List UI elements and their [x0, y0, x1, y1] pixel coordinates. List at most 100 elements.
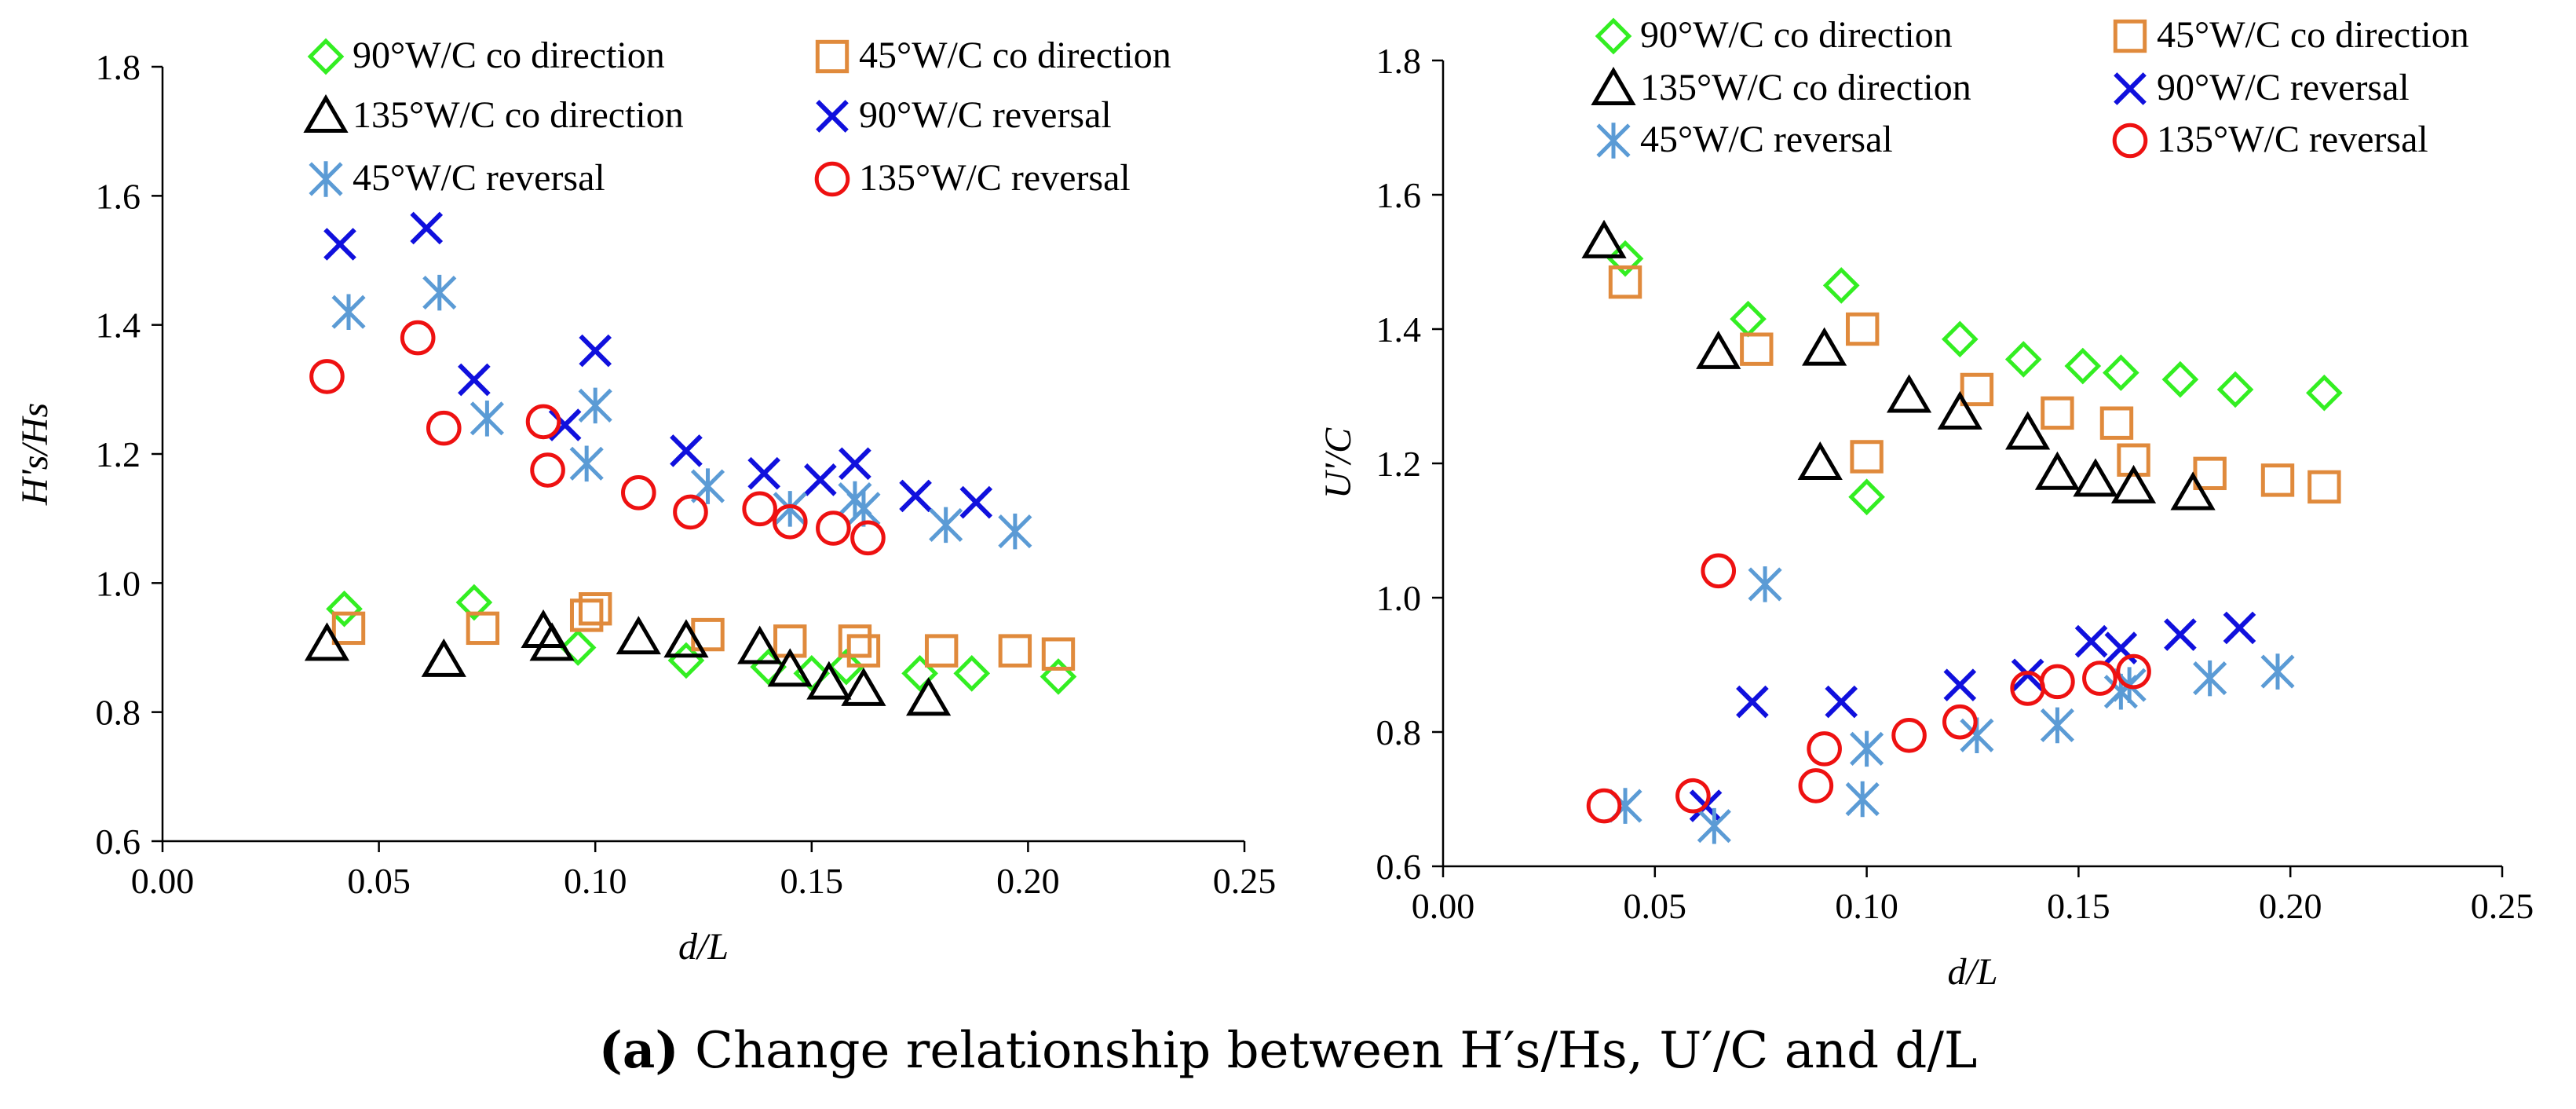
data-point: [2040, 707, 2074, 744]
data-point: [1736, 685, 1769, 719]
legend-label: 45°W/C co direction: [2157, 14, 2469, 56]
legend: 90°W/C co direction 45°W/C co direction 13…: [1591, 14, 2469, 160]
legend-item: 45°W/C reversal: [309, 157, 605, 199]
data-point: [1850, 730, 1884, 767]
data-point: [846, 634, 881, 668]
y-tick-label: 1.4: [1376, 309, 1422, 350]
data-point: [1040, 658, 1077, 695]
legend-item: 135°W/C co direction: [303, 93, 684, 136]
data-point: [400, 320, 436, 356]
data-point: [2041, 396, 2074, 430]
data-point: [1748, 566, 1782, 602]
data-point: [953, 655, 991, 692]
data-point: [559, 629, 597, 666]
data-point: [1581, 219, 1627, 258]
legend-marker: [1596, 123, 1631, 159]
data-point: [2117, 443, 2150, 477]
data-point: [458, 363, 491, 397]
legend-item: 90°W/C reversal: [816, 94, 1112, 136]
caption-label: (a): [598, 1021, 679, 1080]
y-tick-label: 1.8: [96, 47, 141, 87]
x-tick-label: 0.00: [1412, 886, 1475, 926]
legend-item: 90°W/C co direction: [307, 35, 665, 76]
data-point: [742, 491, 777, 527]
data-point: [737, 625, 783, 664]
y-tick-label: 0.8: [96, 693, 141, 733]
data-point: [309, 359, 345, 394]
data-point: [906, 677, 952, 716]
data-point: [2104, 631, 2138, 664]
x-tick-label: 0.00: [131, 861, 195, 901]
data-point: [2011, 658, 2044, 692]
y-tick-label: 1.0: [1376, 578, 1422, 618]
data-point: [747, 456, 780, 490]
x-tick-label: 0.25: [1213, 861, 1277, 901]
data-point: [2193, 456, 2227, 491]
data-point: [2040, 664, 2075, 700]
data-point: [1730, 300, 1767, 338]
data-point: [2099, 406, 2134, 440]
series-circle: [309, 320, 886, 556]
data-point: [2260, 463, 2295, 497]
data-point: [1845, 781, 1880, 818]
data-point: [410, 211, 444, 245]
data-point: [1848, 478, 1885, 516]
data-point: [767, 648, 813, 687]
data-point: [841, 667, 886, 706]
data-point: [1960, 372, 1994, 407]
y-tick-label: 1.6: [1376, 175, 1422, 215]
data-point: [1850, 440, 1884, 474]
data-point: [548, 408, 582, 441]
data-point: [616, 616, 661, 655]
series-square: [1608, 265, 2341, 504]
legend-marker: [1591, 66, 1636, 105]
data-point: [1041, 637, 1076, 671]
data-point: [663, 619, 709, 658]
data-point: [1807, 731, 1842, 767]
data-point: [2306, 374, 2343, 412]
data-point: [455, 584, 493, 621]
series-circle: [1586, 553, 2151, 824]
data-point: [998, 634, 1032, 668]
x-tick-label: 0.15: [2047, 886, 2110, 926]
data-point: [899, 479, 932, 513]
legend-marker: [2112, 123, 2148, 159]
legend-marker: [303, 93, 349, 133]
caption-text: Change relationship between H′s/Hs, U′/C…: [694, 1022, 1978, 1080]
data-point: [2004, 341, 2042, 378]
legend-item: 45°W/C co direction: [815, 35, 1171, 76]
y-tick-label: 0.6: [96, 822, 141, 862]
data-point: [850, 520, 886, 556]
series-triangle: [304, 609, 952, 716]
y-axis-label: U'/C: [1317, 427, 1359, 499]
legend-marker: [307, 38, 345, 75]
data-point: [924, 634, 959, 668]
data-point: [1606, 240, 1644, 277]
legend-item: 90°W/C reversal: [2114, 67, 2410, 108]
x-axis-label: d/L: [1947, 951, 1997, 993]
data-point: [2110, 464, 2157, 503]
data-point: [422, 274, 457, 311]
data-point: [2307, 470, 2341, 504]
data-point: [2260, 653, 2295, 690]
data-point: [1943, 668, 1977, 701]
legend-label: 135°W/C reversal: [859, 157, 1131, 199]
x-tick-label: 0.25: [2471, 886, 2534, 926]
x-tick-label: 0.05: [347, 861, 411, 901]
left-chart-panel: 0.6 0.8 1.0 1.2 1.4 1.6 1.8 0.00 0.05 0.10 0.15 0.2…: [14, 35, 1276, 968]
legend-label: 135°W/C reversal: [2157, 119, 2428, 160]
x-tick-label: 0.20: [2259, 886, 2322, 926]
y-tick-label: 1.6: [96, 176, 141, 216]
legend-label: 90°W/C co direction: [1640, 14, 1953, 56]
legend-label: 45°W/C reversal: [353, 157, 605, 199]
data-point: [998, 513, 1032, 550]
data-point: [804, 463, 837, 496]
data-point: [1608, 265, 1642, 299]
y-tick-label: 0.6: [1376, 847, 1422, 887]
legend-marker: [814, 161, 850, 197]
legend-item: 135°W/C reversal: [814, 157, 1131, 199]
legend-item: 45°W/C reversal: [1596, 119, 1893, 160]
data-point: [1822, 267, 1860, 304]
data-point: [326, 590, 363, 628]
data-point: [2103, 354, 2139, 391]
